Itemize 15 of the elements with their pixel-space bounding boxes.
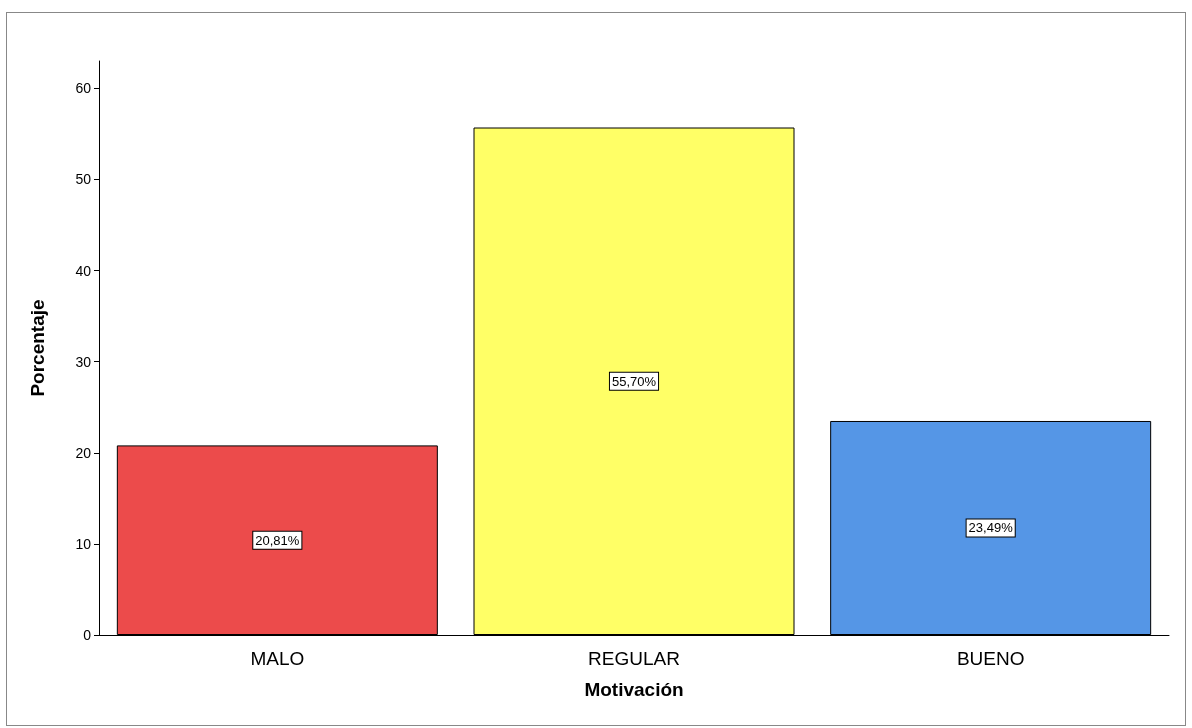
y-tick-label: 30: [75, 353, 92, 370]
x-axis-title: Motivación: [584, 679, 684, 700]
y-tick-label: 60: [75, 80, 92, 97]
x-tick-label: BUENO: [956, 648, 1025, 669]
y-tick-label: 0: [83, 627, 92, 643]
x-tick-label: REGULAR: [588, 648, 680, 669]
y-tick-label: 10: [75, 535, 92, 552]
data-label: 55,70%: [611, 373, 657, 389]
x-tick-label: MALO: [250, 648, 305, 669]
data-label: 20,81%: [255, 532, 300, 548]
data-label: 23,49%: [968, 520, 1014, 536]
y-tick-label: 20: [75, 444, 92, 461]
y-axis-title: Porcentaje: [27, 299, 48, 397]
y-tick-label: 50: [75, 171, 92, 188]
y-tick-label: 40: [75, 262, 92, 279]
